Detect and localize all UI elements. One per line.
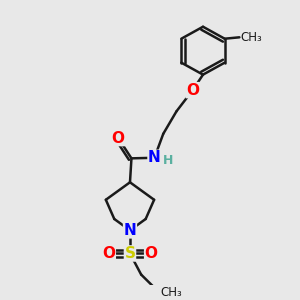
Text: CH₃: CH₃ — [160, 286, 182, 298]
Text: O: O — [112, 130, 125, 146]
Text: N: N — [148, 150, 161, 165]
Text: O: O — [186, 82, 199, 98]
Text: O: O — [102, 246, 115, 261]
Text: H: H — [163, 154, 173, 166]
Text: CH₃: CH₃ — [241, 31, 262, 44]
Text: S: S — [124, 246, 136, 261]
Text: O: O — [145, 246, 158, 261]
Text: N: N — [124, 223, 136, 238]
